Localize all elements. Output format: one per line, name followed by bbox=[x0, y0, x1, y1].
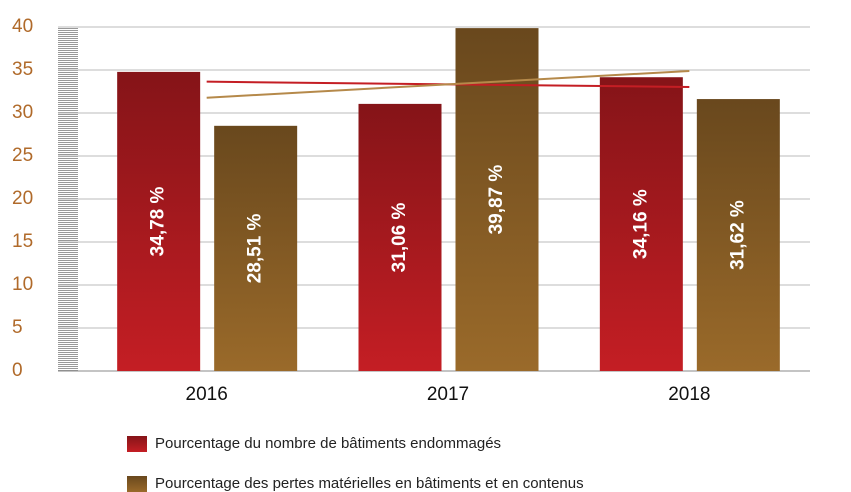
legend-swatch bbox=[127, 476, 147, 492]
legend-swatch bbox=[127, 436, 147, 452]
y-tick-label: 5 bbox=[12, 317, 23, 338]
value-label: 34,78 % bbox=[148, 186, 169, 256]
y-tick-label: 0 bbox=[12, 360, 23, 381]
y-tick-label: 10 bbox=[12, 274, 33, 295]
y-tick-label: 25 bbox=[12, 145, 33, 166]
y-tick-label: 20 bbox=[12, 188, 33, 209]
value-label: 31,06 % bbox=[389, 202, 410, 272]
x-tick-label: 2017 bbox=[427, 384, 469, 405]
value-label: 31,62 % bbox=[727, 200, 748, 270]
y-tick-label: 40 bbox=[12, 16, 33, 37]
y-tick-label: 30 bbox=[12, 102, 33, 123]
x-tick-label: 2018 bbox=[668, 384, 710, 405]
value-label: 34,16 % bbox=[630, 189, 651, 259]
legend-label: Pourcentage du nombre de bâtiments endom… bbox=[155, 435, 501, 452]
y-tick-label: 15 bbox=[12, 231, 33, 252]
y-tick-label: 35 bbox=[12, 59, 33, 80]
value-label: 28,51 % bbox=[245, 213, 266, 283]
trend-line bbox=[206, 69, 690, 99]
bar bbox=[696, 99, 780, 372]
bar bbox=[117, 71, 201, 371]
bar bbox=[599, 77, 683, 371]
legend-label: Pourcentage des pertes matérielles en bâ… bbox=[155, 475, 584, 492]
x-tick-label: 2016 bbox=[186, 384, 228, 405]
bar bbox=[214, 125, 298, 372]
value-label: 39,87 % bbox=[486, 165, 507, 235]
bar bbox=[358, 103, 442, 371]
